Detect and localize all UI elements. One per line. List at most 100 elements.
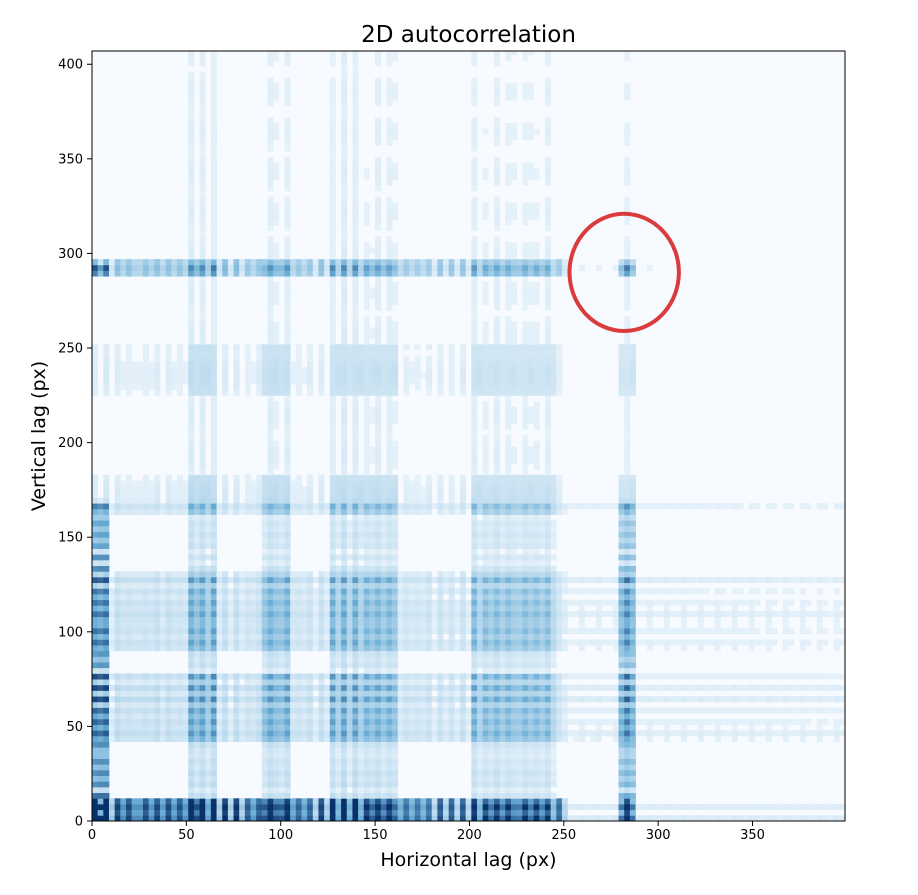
heatmap-cell	[216, 735, 223, 742]
heatmap-cell	[125, 803, 133, 811]
heatmap-cell	[295, 503, 302, 510]
heatmap-cell	[465, 622, 472, 629]
heatmap-cell	[375, 571, 382, 578]
heatmap-cell	[527, 809, 535, 816]
heatmap-cell	[471, 520, 478, 527]
heatmap-cell	[448, 491, 455, 498]
heatmap-cell	[714, 803, 721, 811]
heatmap-cell	[516, 809, 523, 816]
heatmap-cell	[567, 718, 574, 725]
heatmap-cell	[239, 616, 246, 623]
heatmap-cell	[499, 588, 506, 595]
heatmap-cell	[624, 446, 631, 453]
heatmap-cell	[692, 707, 699, 714]
heatmap-cell	[154, 713, 161, 720]
heatmap-cell	[550, 769, 557, 776]
heatmap-cell	[114, 611, 121, 618]
heatmap-cell	[307, 718, 314, 725]
heatmap-cell	[142, 673, 150, 680]
heatmap-cell	[92, 497, 99, 504]
heatmap-cell	[533, 542, 540, 549]
heatmap-cell	[193, 741, 200, 748]
heatmap-cell	[544, 588, 551, 595]
heatmap-cell	[839, 815, 845, 821]
heatmap-cell	[380, 616, 387, 623]
heatmap-cell	[505, 730, 512, 737]
heatmap-cell	[748, 684, 755, 691]
heatmap-cell	[505, 616, 512, 623]
heatmap-cell	[833, 724, 840, 731]
heatmap-cell	[403, 735, 410, 742]
heatmap-cell	[369, 798, 376, 805]
heatmap-cell	[199, 656, 206, 663]
heatmap-cell	[103, 696, 110, 703]
heatmap-cell	[199, 747, 206, 754]
heatmap-cell	[210, 752, 217, 759]
heatmap-cell	[358, 752, 365, 759]
heatmap-cell	[799, 611, 806, 618]
heatmap-cell	[420, 593, 427, 601]
heatmap-cell	[437, 611, 444, 618]
heatmap-cell	[731, 576, 738, 584]
heatmap-cell	[97, 730, 104, 737]
heatmap-cell	[120, 503, 127, 510]
heatmap-cell	[624, 758, 631, 765]
heatmap-cell	[488, 611, 495, 618]
heatmap-cell	[114, 582, 121, 589]
heatmap-cell	[182, 701, 189, 708]
heatmap-cell	[652, 815, 659, 821]
heatmap-cell	[618, 480, 625, 487]
heatmap-cell	[590, 599, 597, 606]
heatmap-cell	[618, 662, 625, 669]
heatmap-cell	[618, 775, 625, 782]
heatmap-cell	[539, 480, 546, 487]
heatmap-cell	[244, 690, 251, 697]
heatmap-cell	[386, 724, 393, 731]
heatmap-cell	[199, 616, 206, 623]
heatmap-cell	[267, 497, 274, 504]
heatmap-cell	[199, 775, 206, 782]
heatmap-cell	[380, 645, 387, 652]
heatmap-cell	[578, 503, 585, 510]
heatmap-cell	[142, 798, 150, 805]
heatmap-cell	[471, 503, 478, 510]
heatmap-cell	[584, 684, 591, 691]
heatmap-cell	[205, 752, 212, 759]
heatmap-cell	[448, 474, 455, 481]
heatmap-cell	[329, 707, 336, 714]
heatmap-cell	[624, 639, 631, 646]
heatmap-cell	[103, 628, 110, 635]
heatmap-cell	[454, 622, 461, 629]
heatmap-cell	[346, 741, 353, 748]
heatmap-cell	[641, 673, 648, 680]
heatmap-cell	[533, 576, 540, 584]
heatmap-cell	[578, 724, 585, 731]
heatmap-cell	[471, 582, 478, 589]
heatmap-cell	[154, 645, 161, 652]
heatmap-cell	[771, 503, 778, 510]
heatmap-cell	[273, 679, 280, 686]
heatmap-cell	[443, 724, 450, 731]
heatmap-cell	[205, 696, 212, 703]
heatmap-cell	[205, 741, 212, 748]
heatmap-cell	[386, 696, 393, 703]
heatmap-cell	[533, 520, 540, 527]
heatmap-cell	[369, 508, 376, 515]
heatmap-cell	[193, 508, 200, 515]
heatmap-cell	[505, 792, 512, 799]
heatmap-cell	[437, 497, 444, 504]
heatmap-cell	[324, 684, 331, 691]
heatmap-cell	[782, 724, 789, 731]
heatmap-cell	[256, 707, 263, 714]
heatmap-cell	[352, 525, 359, 532]
heatmap-cell	[92, 815, 99, 821]
heatmap-cell	[414, 616, 421, 623]
heatmap-cell	[392, 809, 399, 816]
heatmap-cell	[278, 480, 285, 487]
heatmap-cell	[516, 781, 523, 788]
heatmap-cell	[188, 718, 195, 725]
heatmap-cell	[284, 446, 291, 453]
heatmap-cell	[510, 452, 518, 459]
heatmap-cell	[522, 503, 529, 510]
heatmap-cell	[635, 673, 642, 680]
